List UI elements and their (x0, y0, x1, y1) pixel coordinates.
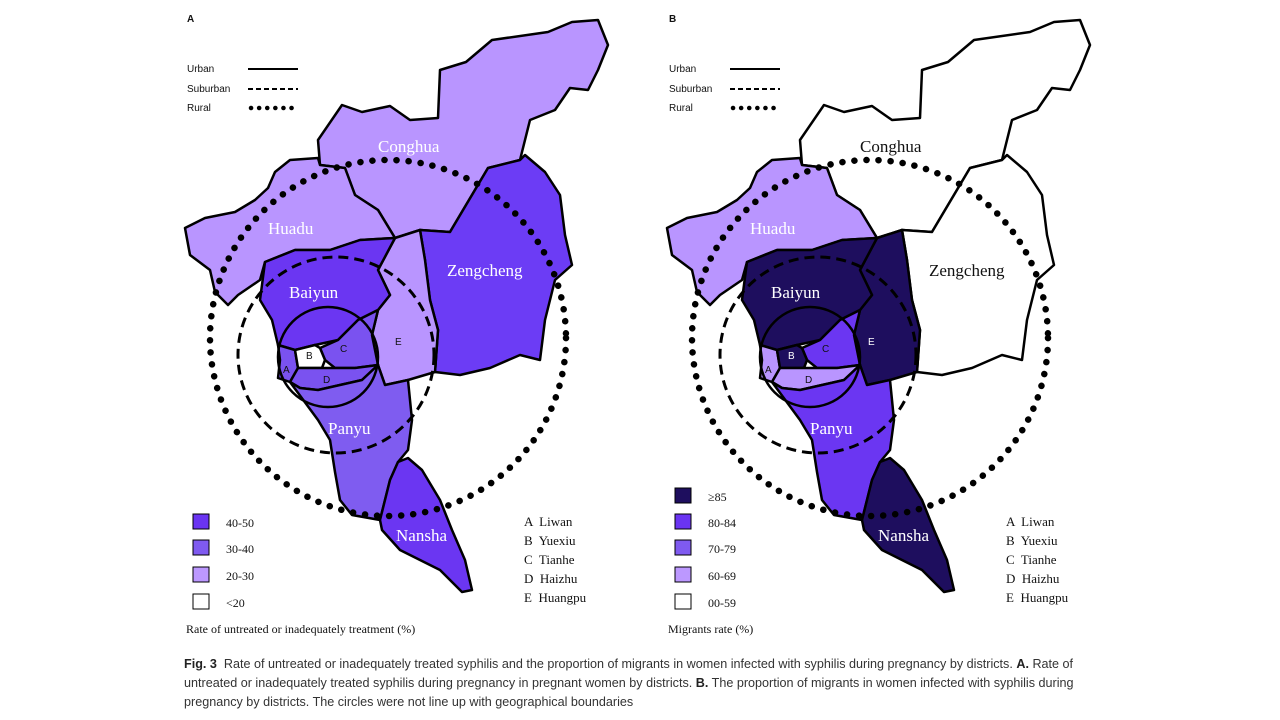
legend-label: 20-30 (226, 569, 254, 583)
label-baiyun: Baiyun (289, 283, 339, 302)
label-panyu: Panyu (810, 419, 853, 438)
panel-a: A Urban Suburban Rural Conghua Huadu Zen… (185, 14, 608, 636)
legend-label: 30-40 (226, 542, 254, 556)
label-c: C (822, 344, 829, 355)
label-e: E (395, 337, 402, 348)
legend-label: 70-79 (708, 542, 736, 556)
abbr-item: B Yuexiu (1006, 533, 1058, 548)
caption-a-label: A. (1016, 657, 1029, 671)
label-zengcheng: Zengcheng (929, 261, 1005, 280)
caption-text-1: Rate of untreated or inadequately treate… (224, 657, 1013, 671)
legend-title: Rate of untreated or inadequately treatm… (186, 622, 415, 636)
caption-fig-label: Fig. 3 (184, 657, 217, 671)
abbr-item: E Huangpu (524, 590, 587, 605)
abbr-item: E Huangpu (1006, 590, 1069, 605)
label-conghua: Conghua (378, 137, 440, 156)
label-nansha: Nansha (878, 526, 929, 545)
label-panyu: Panyu (328, 419, 371, 438)
label-a: A (765, 365, 772, 376)
legend-label: 00-59 (708, 596, 736, 610)
caption-b-label: B. (696, 676, 709, 690)
legend-swatch (193, 514, 209, 529)
figure-caption: Fig. 3 Rate of untreated or inadequately… (184, 655, 1096, 712)
label-baiyun: Baiyun (771, 283, 821, 302)
legend-swatch (675, 567, 691, 582)
label-conghua: Conghua (860, 137, 922, 156)
legend-swatch (193, 594, 209, 609)
abbreviations-a: A Liwan B Yuexiu C Tianhe D Haizhu E Hua… (524, 514, 587, 605)
figure: A Urban Suburban Rural Conghua Huadu Zen… (0, 0, 1280, 650)
legend-label: <20 (226, 596, 245, 610)
line-legend-rural: Rural (187, 103, 211, 114)
label-b: B (306, 351, 313, 362)
label-huadu: Huadu (268, 219, 314, 238)
legend-swatch (193, 540, 209, 555)
map-b (667, 20, 1090, 592)
legend-swatch (675, 514, 691, 529)
line-legend-suburban: Suburban (187, 84, 230, 95)
panel-label: A (187, 14, 194, 25)
line-legend-suburban: Suburban (669, 84, 712, 95)
abbr-item: C Tianhe (1006, 552, 1057, 567)
abbr-item: A Liwan (1006, 514, 1055, 529)
line-legend-urban: Urban (187, 64, 214, 75)
label-b: B (788, 351, 795, 362)
map-a (185, 20, 608, 592)
label-huadu: Huadu (750, 219, 796, 238)
line-legend: Urban Suburban Rural (669, 64, 780, 114)
label-nansha: Nansha (396, 526, 447, 545)
label-e: E (868, 337, 875, 348)
line-legend-urban: Urban (669, 64, 696, 75)
abbr-item: D Haizhu (524, 571, 578, 586)
panel-b: B Urban Suburban Rural Conghua Huadu Zen… (667, 14, 1090, 636)
legend-title: Migrants rate (%) (668, 622, 753, 636)
abbr-item: C Tianhe (524, 552, 575, 567)
legend-label: 40-50 (226, 516, 254, 530)
label-zengcheng: Zengcheng (447, 261, 523, 280)
line-legend: Urban Suburban Rural (187, 64, 298, 114)
legend-swatch (193, 567, 209, 582)
legend-swatch (675, 540, 691, 555)
legend-label: 60-69 (708, 569, 736, 583)
legend-label: 80-84 (708, 516, 736, 530)
abbr-item: D Haizhu (1006, 571, 1060, 586)
line-legend-rural: Rural (669, 103, 693, 114)
legend-swatch (675, 488, 691, 503)
label-d: D (805, 375, 812, 386)
label-a: A (283, 365, 290, 376)
abbreviations-b: A Liwan B Yuexiu C Tianhe D Haizhu E Hua… (1006, 514, 1069, 605)
label-c: C (340, 344, 347, 355)
legend-label: ≥85 (708, 490, 727, 504)
label-d: D (323, 375, 330, 386)
legend-swatch (675, 594, 691, 609)
color-legend-a: 40-50 30-40 20-30 <20 Rate of untreated … (186, 514, 415, 636)
abbr-item: B Yuexiu (524, 533, 576, 548)
panel-label: B (669, 14, 676, 25)
color-legend-b: ≥85 80-84 70-79 60-69 00-59 Migrants rat… (668, 488, 753, 636)
abbr-item: A Liwan (524, 514, 573, 529)
